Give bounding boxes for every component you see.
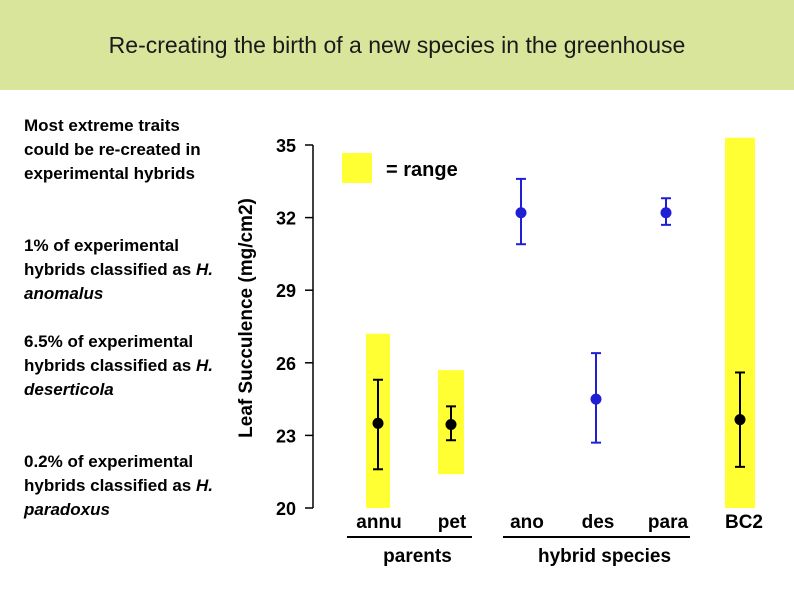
note-deserticola: 6.5% of experimental hybrids classified …: [24, 330, 214, 402]
data-point-annu: [372, 417, 384, 429]
note-paradoxus-text: 0.2% of experimental hybrids classified …: [24, 452, 196, 495]
y-axis-title: Leaf Succulence (mg/cm2): [236, 198, 257, 438]
category-label-annu: annu: [356, 512, 401, 533]
data-point-BC2: [734, 414, 746, 426]
category-label-pet: pet: [438, 512, 467, 533]
title-bar: [0, 0, 794, 90]
category-label-BC2: BC2: [725, 512, 763, 533]
y-tick-label-20: 20: [276, 499, 296, 519]
category-label-para: para: [648, 512, 689, 533]
note-extreme-traits: Most extreme traits could be re-created …: [24, 114, 214, 186]
note-extreme-traits-text: Most extreme traits could be re-created …: [24, 116, 201, 183]
note-anomalus-text: 1% of experimental hybrids classified as: [24, 236, 196, 279]
note-anomalus: 1% of experimental hybrids classified as…: [24, 234, 214, 306]
note-deserticola-text: 6.5% of experimental hybrids classified …: [24, 332, 196, 375]
group-label-parents: parents: [383, 546, 452, 567]
note-paradoxus-species: H. paradoxus: [24, 476, 213, 519]
note-paradoxus: 0.2% of experimental hybrids classified …: [24, 450, 214, 522]
y-tick-label-29: 29: [276, 281, 296, 301]
data-point-para: [660, 207, 672, 219]
category-label-ano: ano: [510, 512, 544, 533]
y-tick-label-32: 32: [276, 209, 296, 229]
y-tick-label-23: 23: [276, 426, 296, 446]
y-tick-label-35: 35: [276, 136, 296, 156]
data-point-pet: [445, 419, 457, 431]
data-point-des: [590, 393, 602, 405]
y-tick-label-26: 26: [276, 354, 296, 374]
legend-swatch: [342, 153, 372, 183]
group-label-hybrid-species: hybrid species: [538, 546, 671, 567]
category-label-des: des: [582, 512, 615, 533]
legend-label: = range: [386, 159, 458, 181]
data-point-ano: [515, 207, 527, 219]
note-anomalus-species: H. anomalus: [24, 260, 213, 303]
slide-title: Re-creating the birth of a new species i…: [108, 32, 686, 58]
note-deserticola-species: H. deserticola: [24, 356, 213, 399]
